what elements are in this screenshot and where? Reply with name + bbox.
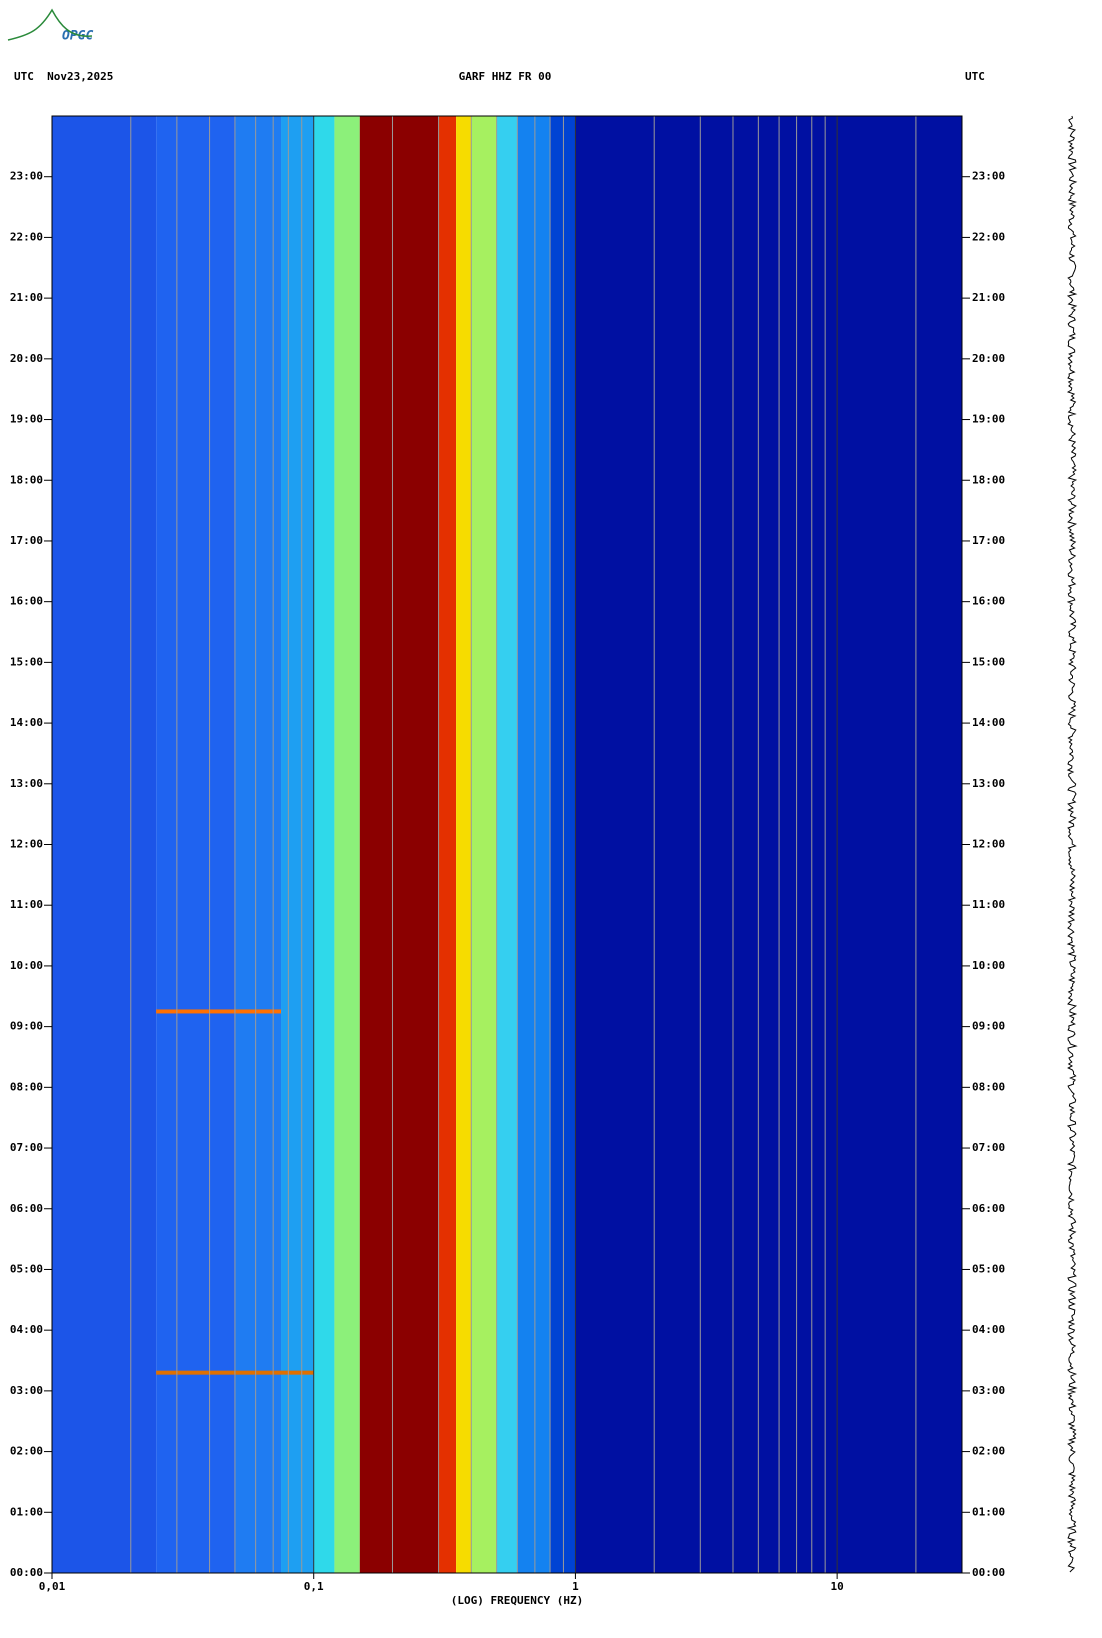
plot-frame: [51, 115, 963, 1574]
y-tick-label-left: 22:00: [10, 230, 43, 243]
y-tick-label-left: 02:00: [10, 1445, 43, 1458]
left-header: UTC Nov23,2025: [14, 70, 113, 83]
y-tick-label-left: 03:00: [10, 1384, 43, 1397]
y-tick-label-right: 04:00: [972, 1323, 1005, 1336]
y-tick-label-left: 23:00: [10, 170, 43, 183]
spectrogram-band: [517, 116, 551, 1573]
chart-title: GARF HHZ FR 00: [459, 70, 552, 83]
y-tick-label-right: 12:00: [972, 838, 1005, 851]
right-header: UTC: [965, 70, 985, 83]
y-tick-label-left: 10:00: [10, 959, 43, 972]
y-tick-label-right: 16:00: [972, 595, 1005, 608]
y-tick-label-left: 18:00: [10, 473, 43, 486]
y-tick-label-left: 12:00: [10, 838, 43, 851]
y-tick-label-left: 09:00: [10, 1020, 43, 1033]
spectrogram-band: [234, 116, 282, 1573]
y-tick-label-left: 05:00: [10, 1262, 43, 1275]
y-tick-label-left: 14:00: [10, 716, 43, 729]
y-tick-label-right: 23:00: [972, 170, 1005, 183]
x-tick-label: 0,01: [39, 1580, 66, 1593]
y-tick-label-right: 00:00: [972, 1566, 1005, 1579]
y-tick-label-right: 17:00: [972, 534, 1005, 547]
y-tick-label-right: 20:00: [972, 352, 1005, 365]
y-tick-label-right: 22:00: [972, 230, 1005, 243]
y-tick-label-right: 01:00: [972, 1505, 1005, 1518]
y-tick-label-right: 03:00: [972, 1384, 1005, 1397]
y-tick-label-right: 10:00: [972, 959, 1005, 972]
y-tick-label-right: 05:00: [972, 1262, 1005, 1275]
y-tick-label-right: 09:00: [972, 1020, 1005, 1033]
y-tick-label-left: 19:00: [10, 413, 43, 426]
spectrogram-band: [496, 116, 518, 1573]
y-tick-label-right: 19:00: [972, 413, 1005, 426]
x-axis-label: (LOG) FREQUENCY (HZ): [451, 1594, 583, 1607]
x-tick-label: 10: [831, 1580, 844, 1593]
spectrogram-band: [281, 116, 314, 1573]
y-tick-label-left: 04:00: [10, 1323, 43, 1336]
y-tick-label-left: 00:00: [10, 1566, 43, 1579]
y-tick-label-right: 15:00: [972, 655, 1005, 668]
y-tick-label-left: 07:00: [10, 1141, 43, 1154]
spectrogram-band: [313, 116, 335, 1573]
spectrogram-band: [156, 116, 235, 1573]
y-tick-label-right: 06:00: [972, 1202, 1005, 1215]
spectrogram-band: [471, 116, 497, 1573]
logo-curve: [7, 8, 93, 41]
y-tick-label-left: 21:00: [10, 291, 43, 304]
seismogram-trace: [1066, 115, 1078, 1573]
y-tick-label-left: 06:00: [10, 1202, 43, 1215]
x-tick-label: 0,1: [304, 1580, 324, 1593]
y-tick-label-right: 13:00: [972, 777, 1005, 790]
spectrogram-band: [456, 116, 472, 1573]
y-tick-label-right: 14:00: [972, 716, 1005, 729]
y-tick-label-left: 01:00: [10, 1505, 43, 1518]
spectrogram-band: [438, 116, 457, 1573]
y-tick-label-left: 17:00: [10, 534, 43, 547]
y-tick-label-left: 08:00: [10, 1080, 43, 1093]
y-tick-label-left: 16:00: [10, 595, 43, 608]
spectrogram-band: [334, 116, 360, 1573]
y-tick-label-right: 02:00: [972, 1445, 1005, 1458]
spectrogram-band: [575, 116, 962, 1573]
y-tick-label-left: 13:00: [10, 777, 43, 790]
y-tick-label-right: 18:00: [972, 473, 1005, 486]
y-tick-label-left: 15:00: [10, 655, 43, 668]
y-tick-label-right: 08:00: [972, 1080, 1005, 1093]
x-tick-label: 1: [572, 1580, 579, 1593]
spectrogram-band: [52, 116, 157, 1573]
y-tick-label-left: 11:00: [10, 898, 43, 911]
spectrogram-band: [550, 116, 576, 1573]
y-tick-label-left: 20:00: [10, 352, 43, 365]
spectrogram-band: [359, 116, 439, 1573]
y-tick-label-right: 21:00: [972, 291, 1005, 304]
event-streak: [156, 1009, 282, 1014]
y-tick-label-right: 07:00: [972, 1141, 1005, 1154]
y-tick-label-right: 11:00: [972, 898, 1005, 911]
